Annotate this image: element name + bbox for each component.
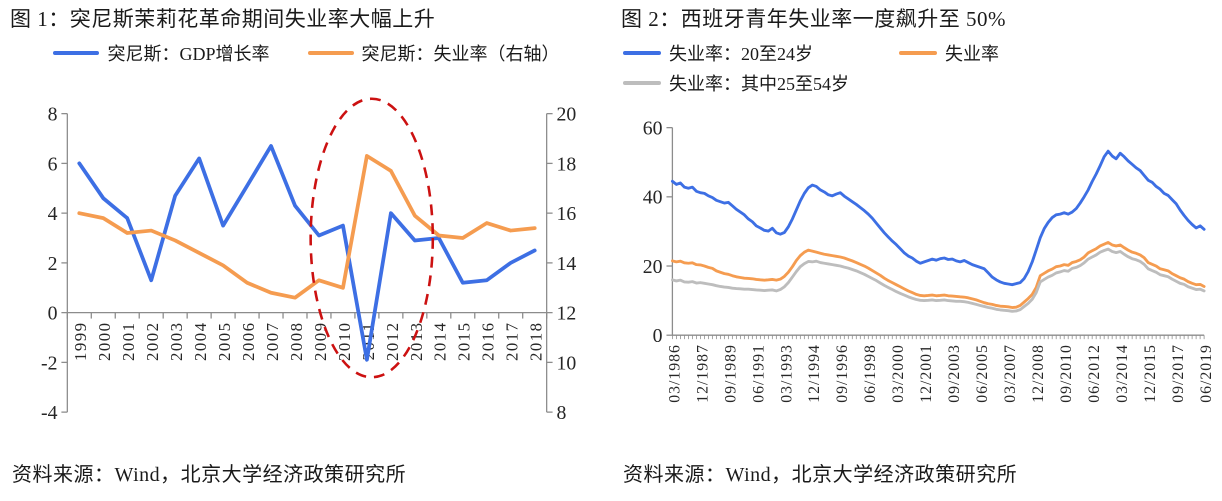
svg-text:12/2008: 12/2008: [1030, 344, 1047, 403]
svg-text:03/1986: 03/1986: [666, 344, 683, 403]
svg-text:03/2007: 03/2007: [1002, 344, 1019, 403]
legend-label: 失业率：其中25至54岁: [669, 74, 849, 95]
svg-text:2016: 2016: [479, 322, 498, 362]
svg-text:12/1987: 12/1987: [694, 344, 711, 403]
figure-1-title: 图 1：突尼斯茉莉花革命期间失业率大幅上升: [10, 7, 436, 31]
svg-text:06/2005: 06/2005: [974, 344, 991, 403]
legend-label: 失业率：20至24岁: [669, 44, 813, 65]
svg-text:6: 6: [48, 154, 58, 176]
svg-text:20: 20: [643, 256, 663, 278]
svg-text:09/1989: 09/1989: [722, 344, 739, 403]
legend-line-marker-gray: [623, 81, 661, 86]
legend-item-orange: 突尼斯：失业率（右轴）: [307, 40, 560, 66]
svg-text:12/2001: 12/2001: [918, 344, 935, 403]
svg-text:2008: 2008: [287, 322, 306, 362]
svg-text:09/2010: 09/2010: [1058, 344, 1075, 403]
svg-text:14: 14: [557, 253, 577, 275]
panel-figure-1: 图 1：突尼斯茉莉花革命期间失业率大幅上升 突尼斯：GDP增长率 突尼斯：失业率（…: [10, 7, 603, 486]
svg-text:09/1996: 09/1996: [834, 344, 851, 403]
svg-text:06/2019: 06/2019: [1198, 344, 1214, 403]
svg-text:06/1998: 06/1998: [862, 344, 879, 403]
svg-text:8: 8: [48, 104, 58, 126]
legend-item-orange: 失业率: [899, 40, 1214, 66]
figure-1-legend: 突尼斯：GDP增长率 突尼斯：失业率（右轴）: [10, 36, 603, 70]
svg-text:12/1994: 12/1994: [806, 344, 823, 403]
svg-text:2009: 2009: [311, 322, 330, 362]
svg-text:2012: 2012: [383, 322, 402, 362]
legend-item-gray: 失业率：其中25至54岁: [623, 70, 899, 96]
svg-text:16: 16: [557, 203, 577, 225]
svg-text:-4: -4: [41, 402, 58, 424]
panel-figure-2: 图 2：西班牙青年失业率一度飙升至 50% 失业率：20至24岁 失业率失业率：其…: [611, 0, 1222, 501]
legend-line-marker-blue: [623, 51, 661, 56]
svg-text:09/2003: 09/2003: [946, 344, 963, 403]
svg-text:18: 18: [557, 154, 577, 176]
svg-text:4: 4: [48, 203, 58, 225]
figure-2-title: 图 2：西班牙青年失业率一度飙升至 50%: [621, 7, 1006, 31]
legend-label: 突尼斯：GDP增长率: [107, 44, 270, 65]
svg-text:2017: 2017: [503, 322, 522, 362]
svg-text:09/2017: 09/2017: [1170, 344, 1187, 403]
svg-text:2: 2: [48, 253, 58, 275]
svg-text:2004: 2004: [191, 322, 210, 362]
svg-text:06/1991: 06/1991: [750, 344, 767, 403]
svg-text:-2: -2: [41, 353, 57, 375]
svg-text:2014: 2014: [431, 322, 450, 362]
svg-text:2013: 2013: [407, 322, 426, 362]
figure-1-source: 资料来源：Wind，北京大学经济政策研究所: [12, 464, 407, 486]
svg-text:1999: 1999: [71, 322, 90, 362]
svg-text:2010: 2010: [335, 322, 354, 362]
svg-text:2006: 2006: [239, 322, 258, 362]
legend-label: 突尼斯：失业率（右轴）: [361, 44, 560, 65]
figure-2-legend: 失业率：20至24岁 失业率失业率：其中25至54岁: [623, 40, 1214, 98]
figure-2-line-chart: 0 20 40 60 03/1986 12/1987 09/1989 06/1991 03/19…: [643, 118, 1214, 403]
svg-text:10: 10: [557, 353, 577, 375]
figure-2-source: 资料来源：Wind，北京大学经济政策研究所: [623, 464, 1018, 486]
legend-line-marker-blue: [53, 51, 100, 56]
svg-text:2002: 2002: [143, 322, 162, 362]
svg-text:12/2015: 12/2015: [1142, 344, 1159, 403]
legend-line-marker-orange: [899, 51, 937, 56]
svg-text:2018: 2018: [527, 322, 546, 362]
svg-text:2015: 2015: [455, 322, 474, 362]
svg-text:2001: 2001: [119, 322, 138, 362]
svg-text:12: 12: [557, 303, 577, 325]
svg-text:03/2014: 03/2014: [1114, 344, 1131, 403]
legend-item-blue: 突尼斯：GDP增长率: [53, 40, 270, 66]
svg-text:8: 8: [557, 402, 567, 424]
svg-text:60: 60: [643, 118, 663, 140]
svg-text:2000: 2000: [95, 322, 114, 362]
svg-text:2007: 2007: [263, 322, 282, 362]
svg-text:0: 0: [48, 303, 58, 325]
svg-text:03/1993: 03/1993: [778, 344, 795, 403]
svg-text:40: 40: [643, 187, 663, 209]
svg-text:2005: 2005: [215, 322, 234, 362]
legend-line-marker-orange: [307, 51, 354, 56]
svg-text:20: 20: [557, 104, 577, 126]
svg-text:03/2000: 03/2000: [890, 344, 907, 403]
svg-text:0: 0: [653, 325, 663, 347]
legend-label: 失业率: [945, 44, 999, 65]
svg-text:2003: 2003: [167, 322, 186, 362]
svg-text:06/2012: 06/2012: [1086, 344, 1103, 403]
legend-item-blue: 失业率：20至24岁: [623, 40, 899, 66]
